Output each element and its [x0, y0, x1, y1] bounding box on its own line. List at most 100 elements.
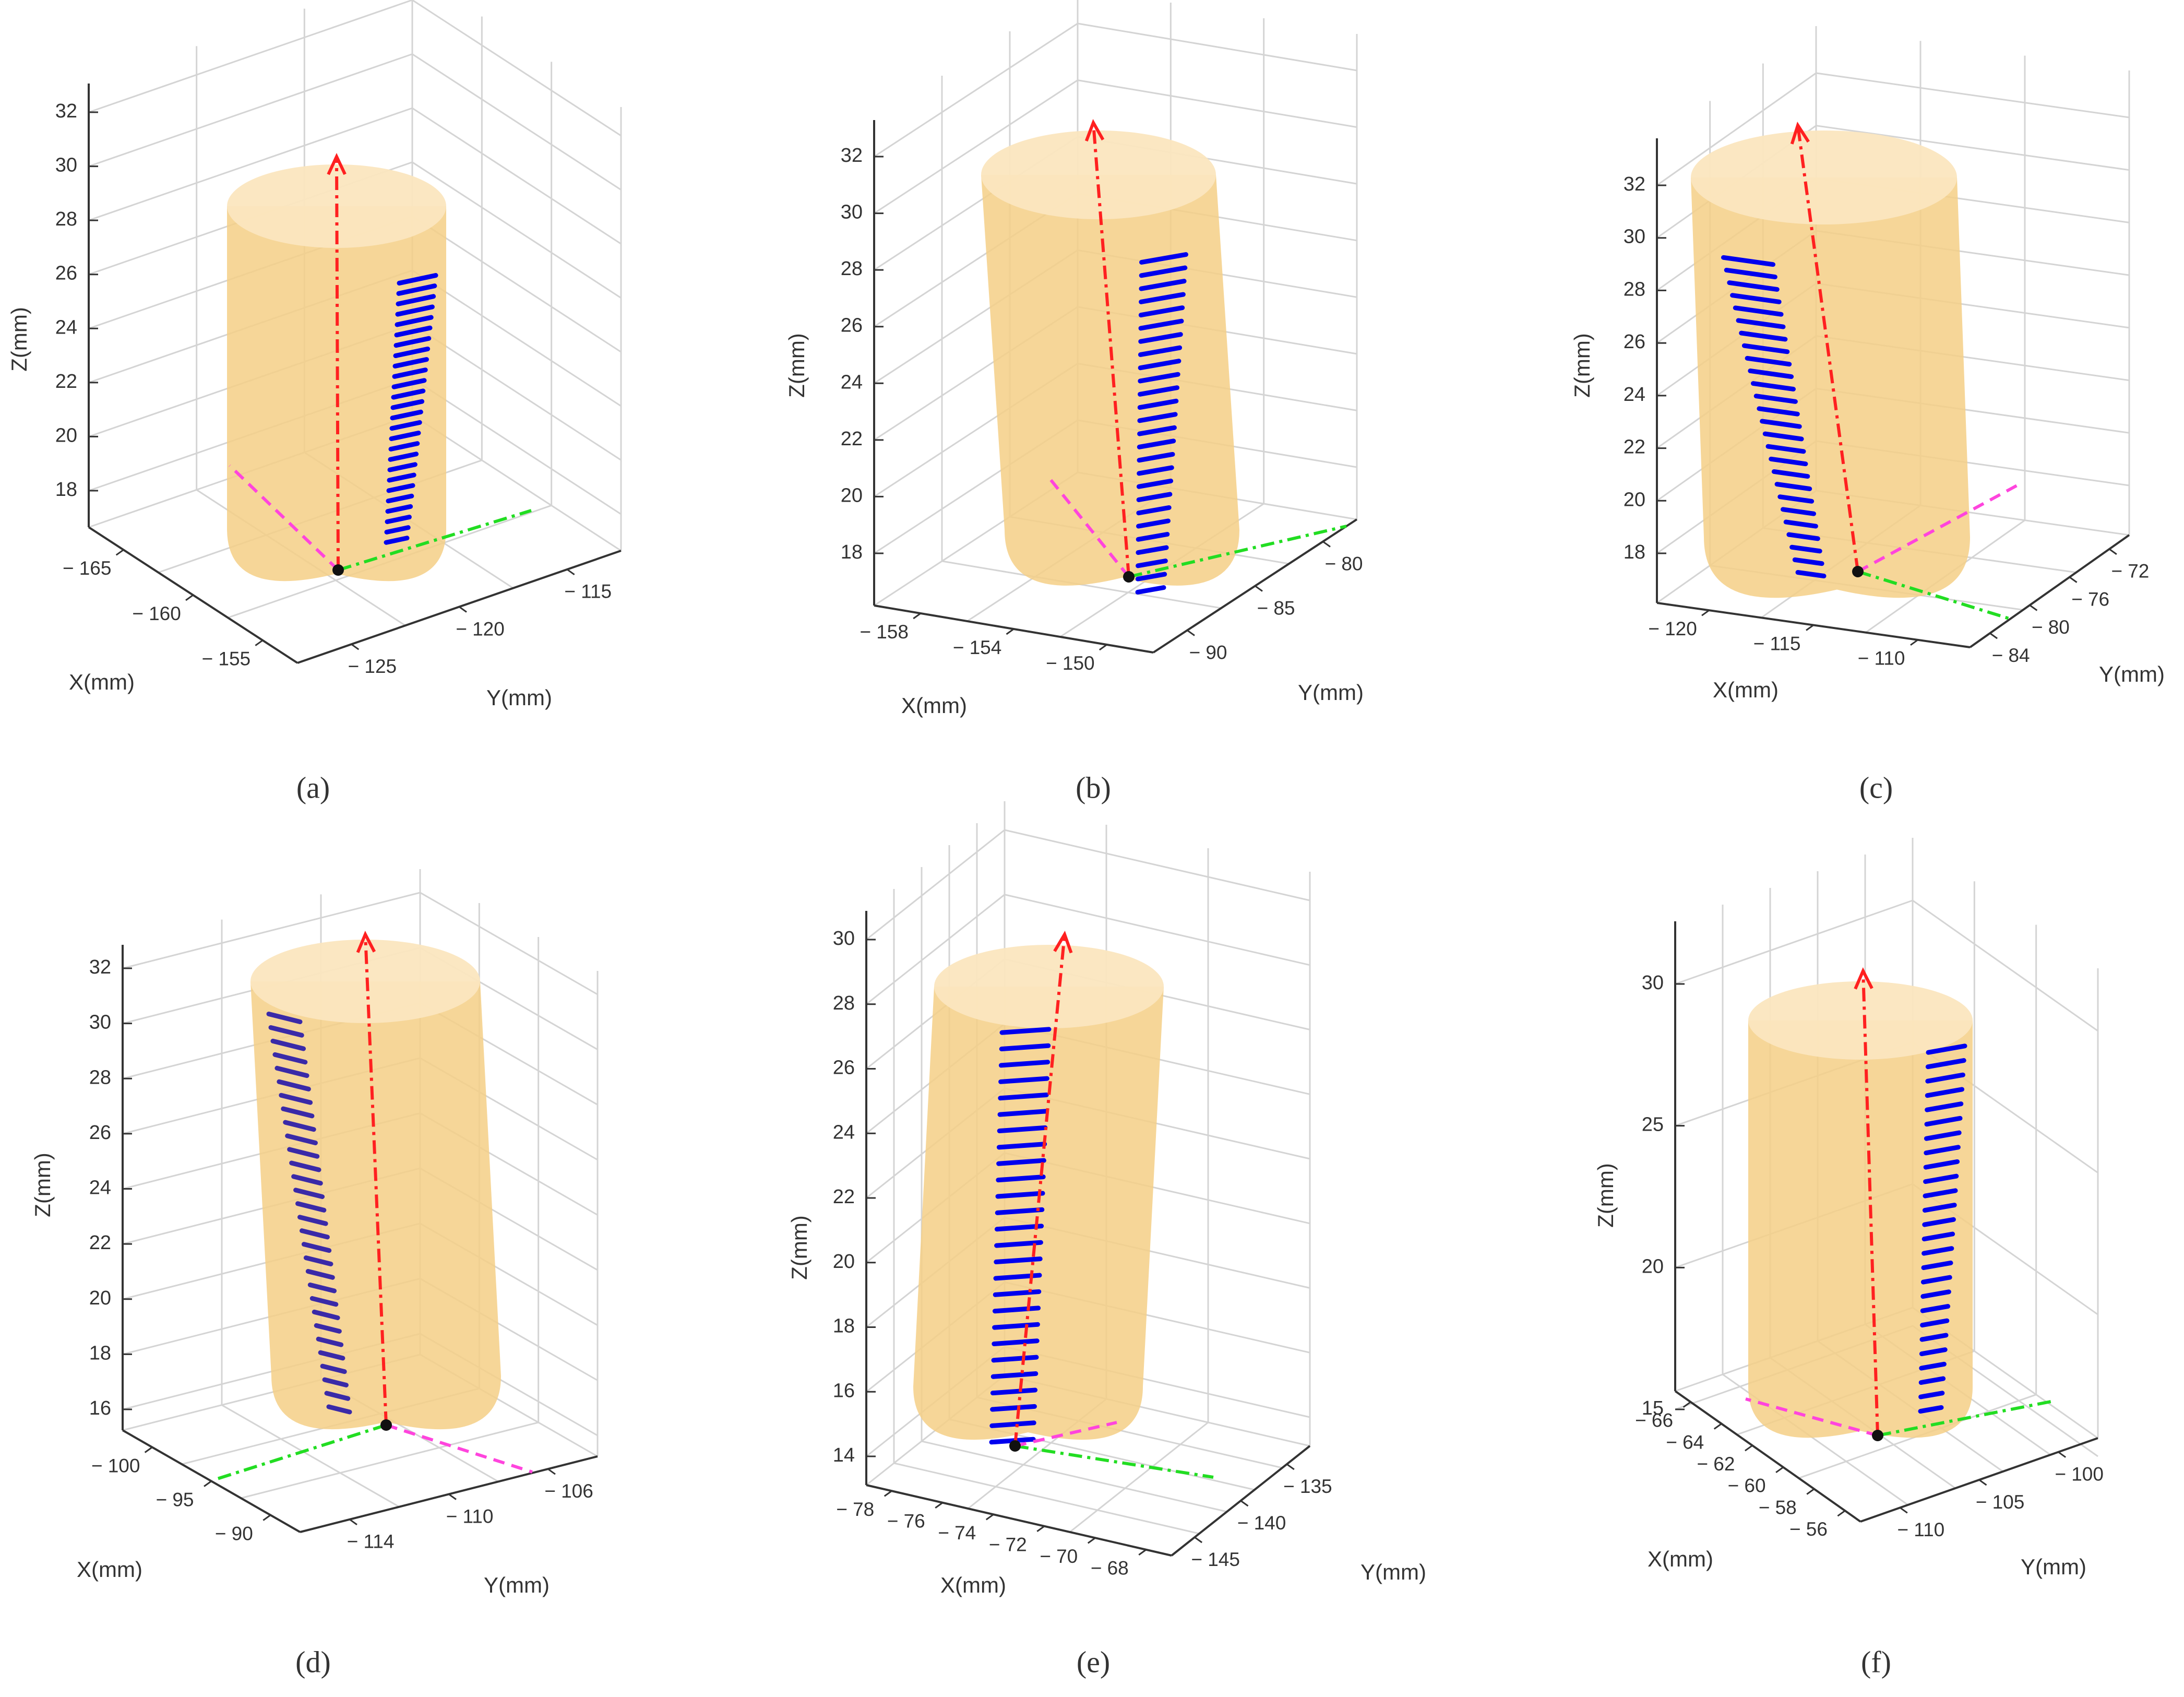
contact-stripe — [1136, 505, 1172, 516]
contact-stripe — [1923, 1173, 1959, 1184]
y-tick — [2058, 1451, 2067, 1458]
panel-caption: (d) — [295, 1645, 331, 1679]
y-tick-label: − 110 — [1897, 1519, 1944, 1540]
contact-stripe — [268, 1025, 304, 1038]
contact-stripe — [1765, 444, 1806, 454]
y-axis-label: Y(mm) — [2021, 1554, 2086, 1579]
contact-stripe — [1139, 279, 1187, 291]
z-tick-label: 14 — [833, 1444, 855, 1466]
contact-stripe — [1792, 557, 1824, 566]
y-tick — [2109, 548, 2117, 555]
z-tick-label: 18 — [89, 1342, 111, 1364]
z-tick-label: 28 — [841, 258, 863, 280]
contact-stripe — [1923, 1188, 1958, 1198]
contact-stripe — [287, 1147, 320, 1159]
contact-stripe — [303, 1255, 333, 1266]
x-tick-label: − 158 — [860, 621, 909, 643]
contact-stripe — [1919, 1333, 1949, 1342]
x-tick-label: − 120 — [1648, 618, 1697, 639]
z-tick-label: 15 — [1642, 1397, 1664, 1419]
contact-stripe — [1138, 332, 1183, 344]
contact-stripe — [395, 315, 434, 327]
contact-stripe — [989, 1437, 1036, 1445]
z-tick-label: 20 — [1642, 1255, 1664, 1277]
x-tick — [185, 594, 194, 601]
tool-cylinder-body — [1691, 177, 1970, 598]
contact-stripe — [1922, 1203, 1957, 1213]
y-axis-label: Y(mm) — [1360, 1560, 1426, 1584]
z-tick-label: 18 — [841, 541, 863, 563]
y-tick — [349, 1518, 357, 1526]
contact-stripe — [1777, 494, 1815, 504]
y-tick-label: − 100 — [2055, 1463, 2104, 1485]
x-tick-label: − 95 — [156, 1489, 194, 1510]
y-tick-label: − 135 — [1283, 1476, 1332, 1497]
grid-line — [221, 1404, 400, 1508]
z-tick-label: 30 — [55, 155, 77, 176]
x-axis-label: X(mm) — [940, 1573, 1006, 1597]
contact-stripe — [1139, 265, 1188, 278]
z-tick-label: 22 — [55, 371, 77, 393]
feed-direction-line — [1128, 525, 1347, 578]
contact-stripe — [386, 483, 415, 493]
z-tick-label: 24 — [841, 371, 863, 393]
contact-stripe — [384, 536, 410, 545]
contact-stripe — [396, 283, 437, 296]
contact-stripe — [1783, 519, 1818, 529]
contact-stripe — [312, 1309, 340, 1321]
contact-stripe — [1924, 1115, 1963, 1127]
z-tick-label: 24 — [833, 1121, 855, 1143]
contact-stripe — [1739, 330, 1788, 342]
contact-stripe — [994, 1240, 1043, 1248]
contact-stripe — [997, 1109, 1048, 1117]
x-tick-label: − 74 — [938, 1522, 976, 1544]
feed-direction-line — [213, 1423, 387, 1481]
normal-direction-line — [1047, 477, 1130, 578]
y-tick — [547, 1468, 556, 1475]
contact-stripe — [386, 493, 414, 504]
contact-stripe — [1137, 465, 1174, 476]
z-tick-label: 28 — [89, 1066, 111, 1088]
contact-stripe — [1925, 1101, 1964, 1112]
chart-d: 16 18 20 22 24 26 28 30 32 − 100 − 95 − 90 − 114 − 11… — [30, 869, 599, 1679]
grid-line — [412, 414, 622, 552]
x-axis-label: X(mm) — [1713, 678, 1779, 702]
tool-cylinder-top — [981, 130, 1216, 219]
contact-stripe — [297, 1215, 328, 1226]
contact-stripe — [1921, 1260, 1953, 1271]
x-tick — [1138, 1549, 1147, 1556]
tool-axis-arrowhead — [1854, 967, 1873, 990]
z-tick-label: 26 — [833, 1057, 855, 1079]
contact-stripe — [388, 441, 420, 452]
z-tick-label: 24 — [1624, 384, 1645, 406]
grid-line — [1069, 1421, 1209, 1533]
z-tick-label: 22 — [841, 428, 863, 450]
contact-stripe — [1730, 293, 1782, 304]
chart-a: 18 20 22 24 26 28 30 32 − 165 − 160 − 155 − 125 − 12… — [7, 0, 622, 804]
contact-stripe — [999, 1043, 1051, 1052]
y-tick — [566, 568, 575, 576]
z-tick-label: 28 — [1624, 278, 1645, 300]
x-tick-label: − 62 — [1697, 1453, 1735, 1475]
y-axis-label: Y(mm) — [484, 1573, 550, 1597]
z-tick-label: 26 — [89, 1122, 111, 1144]
x-axis-line — [866, 1484, 1172, 1557]
contact-stripe — [996, 1158, 1046, 1166]
y-tick-label: − 114 — [347, 1531, 395, 1552]
x-axis-label: X(mm) — [77, 1557, 142, 1582]
tool-cylinder-top — [250, 940, 480, 1023]
z-axis-label: Z(mm) — [787, 1215, 811, 1280]
y-tick — [2029, 604, 2038, 611]
contact-stripe — [996, 1142, 1047, 1150]
x-tick-label: − 72 — [989, 1534, 1027, 1556]
panel-caption: (f) — [1861, 1645, 1891, 1679]
y-tick — [1194, 1536, 1203, 1544]
contact-stripe — [990, 1371, 1039, 1379]
contact-stripe — [1922, 1217, 1956, 1227]
z-tick-label: 30 — [89, 1012, 111, 1034]
z-tick-label: 22 — [89, 1232, 111, 1254]
contact-stripe — [1789, 544, 1822, 554]
tool-axis-arrowhead — [356, 930, 376, 953]
grid-line — [1675, 899, 2098, 1032]
